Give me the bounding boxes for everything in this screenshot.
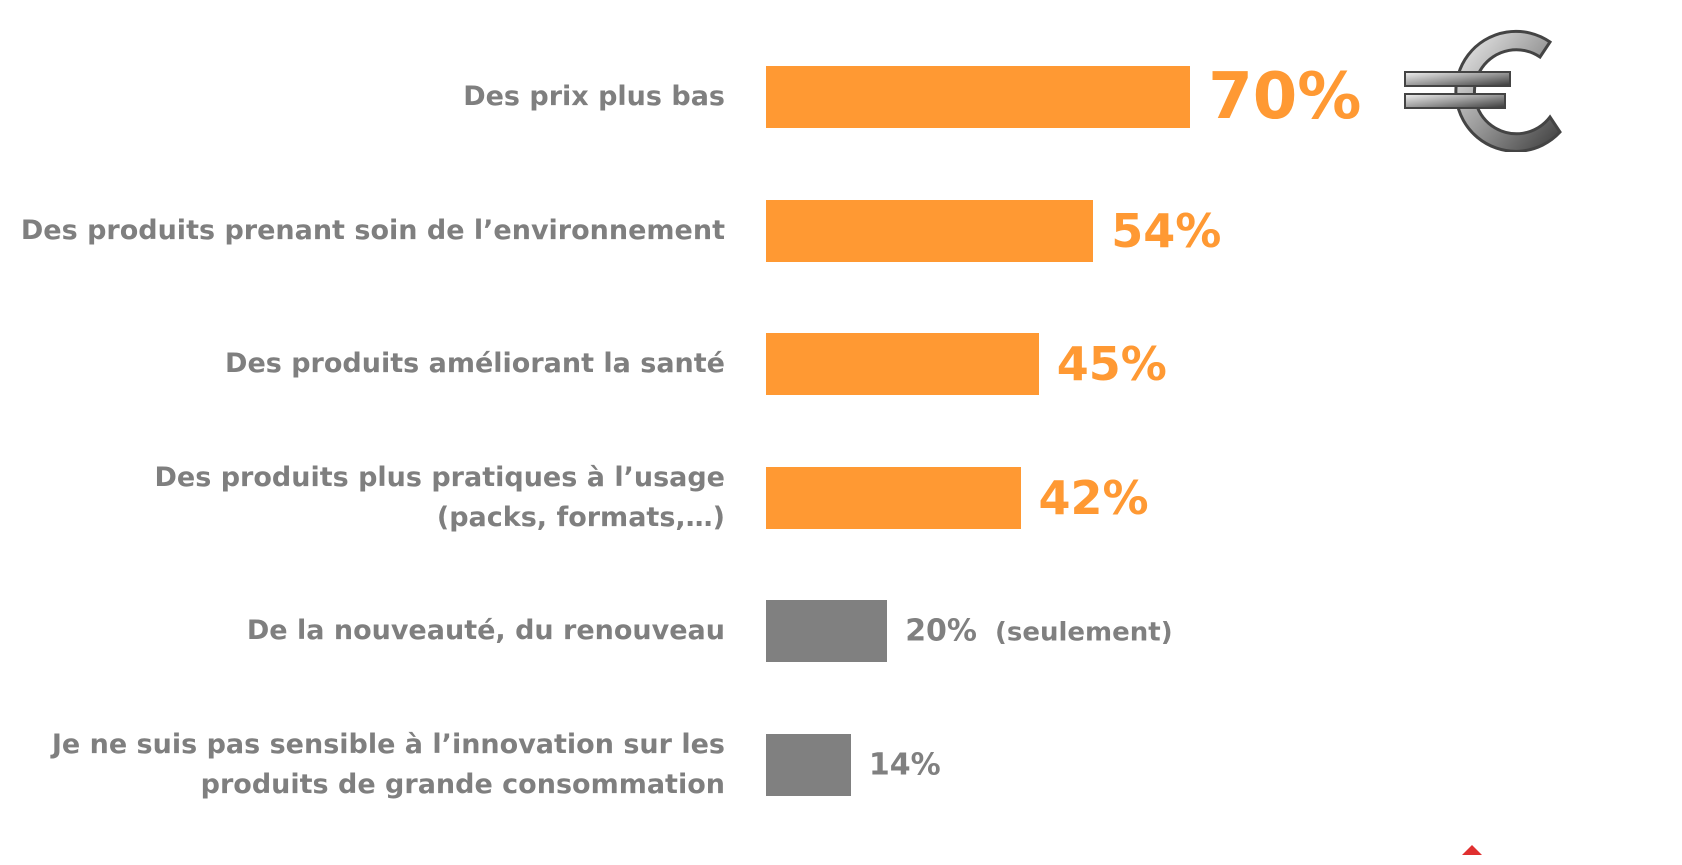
value-label-group: 14% [869, 748, 941, 783]
category-label: Des produits prenant soin de l’environne… [20, 214, 725, 246]
value-label-group: 20% (seulement) [905, 614, 1172, 649]
category-label: Je ne suis pas sensible à l’innovation s… [51, 729, 725, 800]
corner-mark [1462, 845, 1482, 855]
bar [766, 466, 1021, 529]
value-label: 42% [1038, 470, 1149, 525]
value-label: 20% [905, 613, 977, 649]
value-label: 70% [1208, 60, 1362, 134]
bar [766, 600, 888, 663]
value-label: 45% [1056, 337, 1167, 392]
value-label: 54% [1111, 203, 1222, 258]
value-label-group: 42% [1039, 471, 1149, 525]
category-label: Des produits améliorant la santé [225, 348, 725, 380]
annotation: (seulement) [995, 617, 1173, 648]
bar [766, 333, 1039, 396]
category-label: Des prix plus bas [463, 81, 725, 112]
value-label-group: 45% [1057, 337, 1167, 391]
category-label: De la nouveauté, du renouveau [246, 615, 725, 647]
category-label: Des produits plus pratiques à l’usage (p… [154, 461, 725, 533]
bar [766, 734, 851, 796]
bar [766, 66, 1191, 128]
euro-icon [1404, 29, 1562, 152]
bar [766, 199, 1094, 262]
value-label-group: 70% [1208, 60, 1361, 134]
value-label-group: 54% [1111, 204, 1221, 258]
value-label: 14% [868, 747, 941, 783]
